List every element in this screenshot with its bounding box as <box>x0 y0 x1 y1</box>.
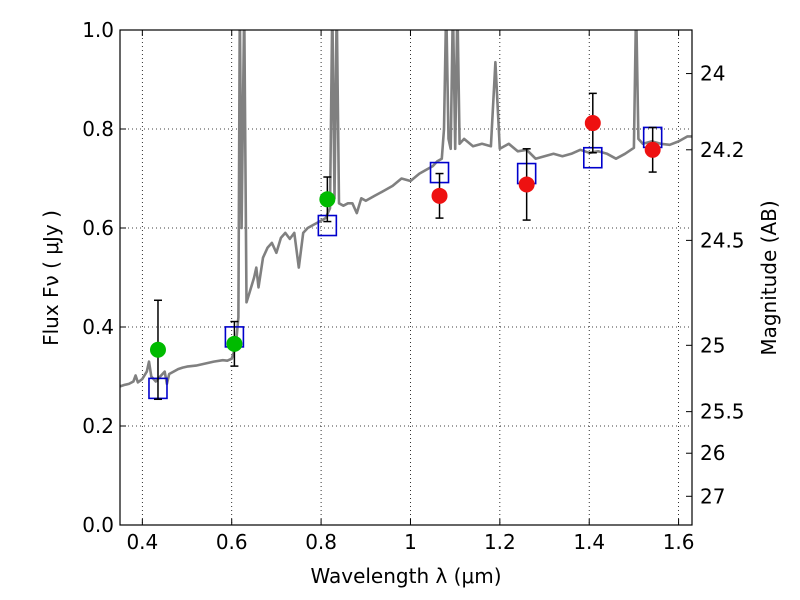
x-axis-label: Wavelength λ (μm) <box>310 564 501 588</box>
y-tick-label: 0.0 <box>82 513 114 537</box>
green-points <box>149 191 336 358</box>
model-photometry-boxes <box>148 126 663 400</box>
error-bars <box>153 92 657 401</box>
y2-axis: 24 24.2 24.5 25 25.5 26 27 <box>686 62 745 508</box>
x-tick-label: 1.4 <box>573 530 605 554</box>
red-point <box>431 187 448 204</box>
y2-tick-label: 24.5 <box>700 228 745 252</box>
y-tick-label: 0.4 <box>82 315 114 339</box>
model-spectrum-line <box>120 30 692 388</box>
y2-tick-label: 25.5 <box>700 400 745 424</box>
x-tick-label: 0.6 <box>216 530 248 554</box>
y2-tick-label: 26 <box>700 441 725 465</box>
green-point <box>149 341 166 358</box>
red-points <box>431 115 661 204</box>
x-tick-label: 1.2 <box>484 530 516 554</box>
x-tick-label: 0.4 <box>126 530 158 554</box>
red-point <box>644 141 661 158</box>
x-axis: 0.4 0.6 0.8 1 1.2 1.4 1.6 <box>126 30 695 554</box>
y-axis: 0.0 0.2 0.4 0.6 0.8 1.0 <box>82 18 126 537</box>
y2-tick-label: 25 <box>700 333 725 357</box>
red-point <box>584 115 601 132</box>
model-spectrum <box>120 30 692 388</box>
plot-frame <box>119 29 693 526</box>
y-tick-label: 1.0 <box>82 18 114 42</box>
y2-axis-label: Magnitude (AB) <box>757 200 781 355</box>
y2-tick-label: 24 <box>700 62 725 86</box>
y2-tick-label: 24.2 <box>700 138 745 162</box>
green-point <box>319 191 336 208</box>
x-tick-label: 0.8 <box>305 530 337 554</box>
green-point <box>226 335 243 352</box>
y-tick-label: 0.2 <box>82 414 114 438</box>
red-point <box>518 176 535 193</box>
x-tick-label: 1.6 <box>663 530 695 554</box>
y-axis-label: Flux Fν ( μJy ) <box>39 210 63 346</box>
x-tick-label: 1 <box>404 530 417 554</box>
y2-tick-label: 27 <box>700 484 725 508</box>
y-tick-label: 0.6 <box>82 216 114 240</box>
grid <box>120 29 692 526</box>
y-tick-label: 0.8 <box>82 117 114 141</box>
